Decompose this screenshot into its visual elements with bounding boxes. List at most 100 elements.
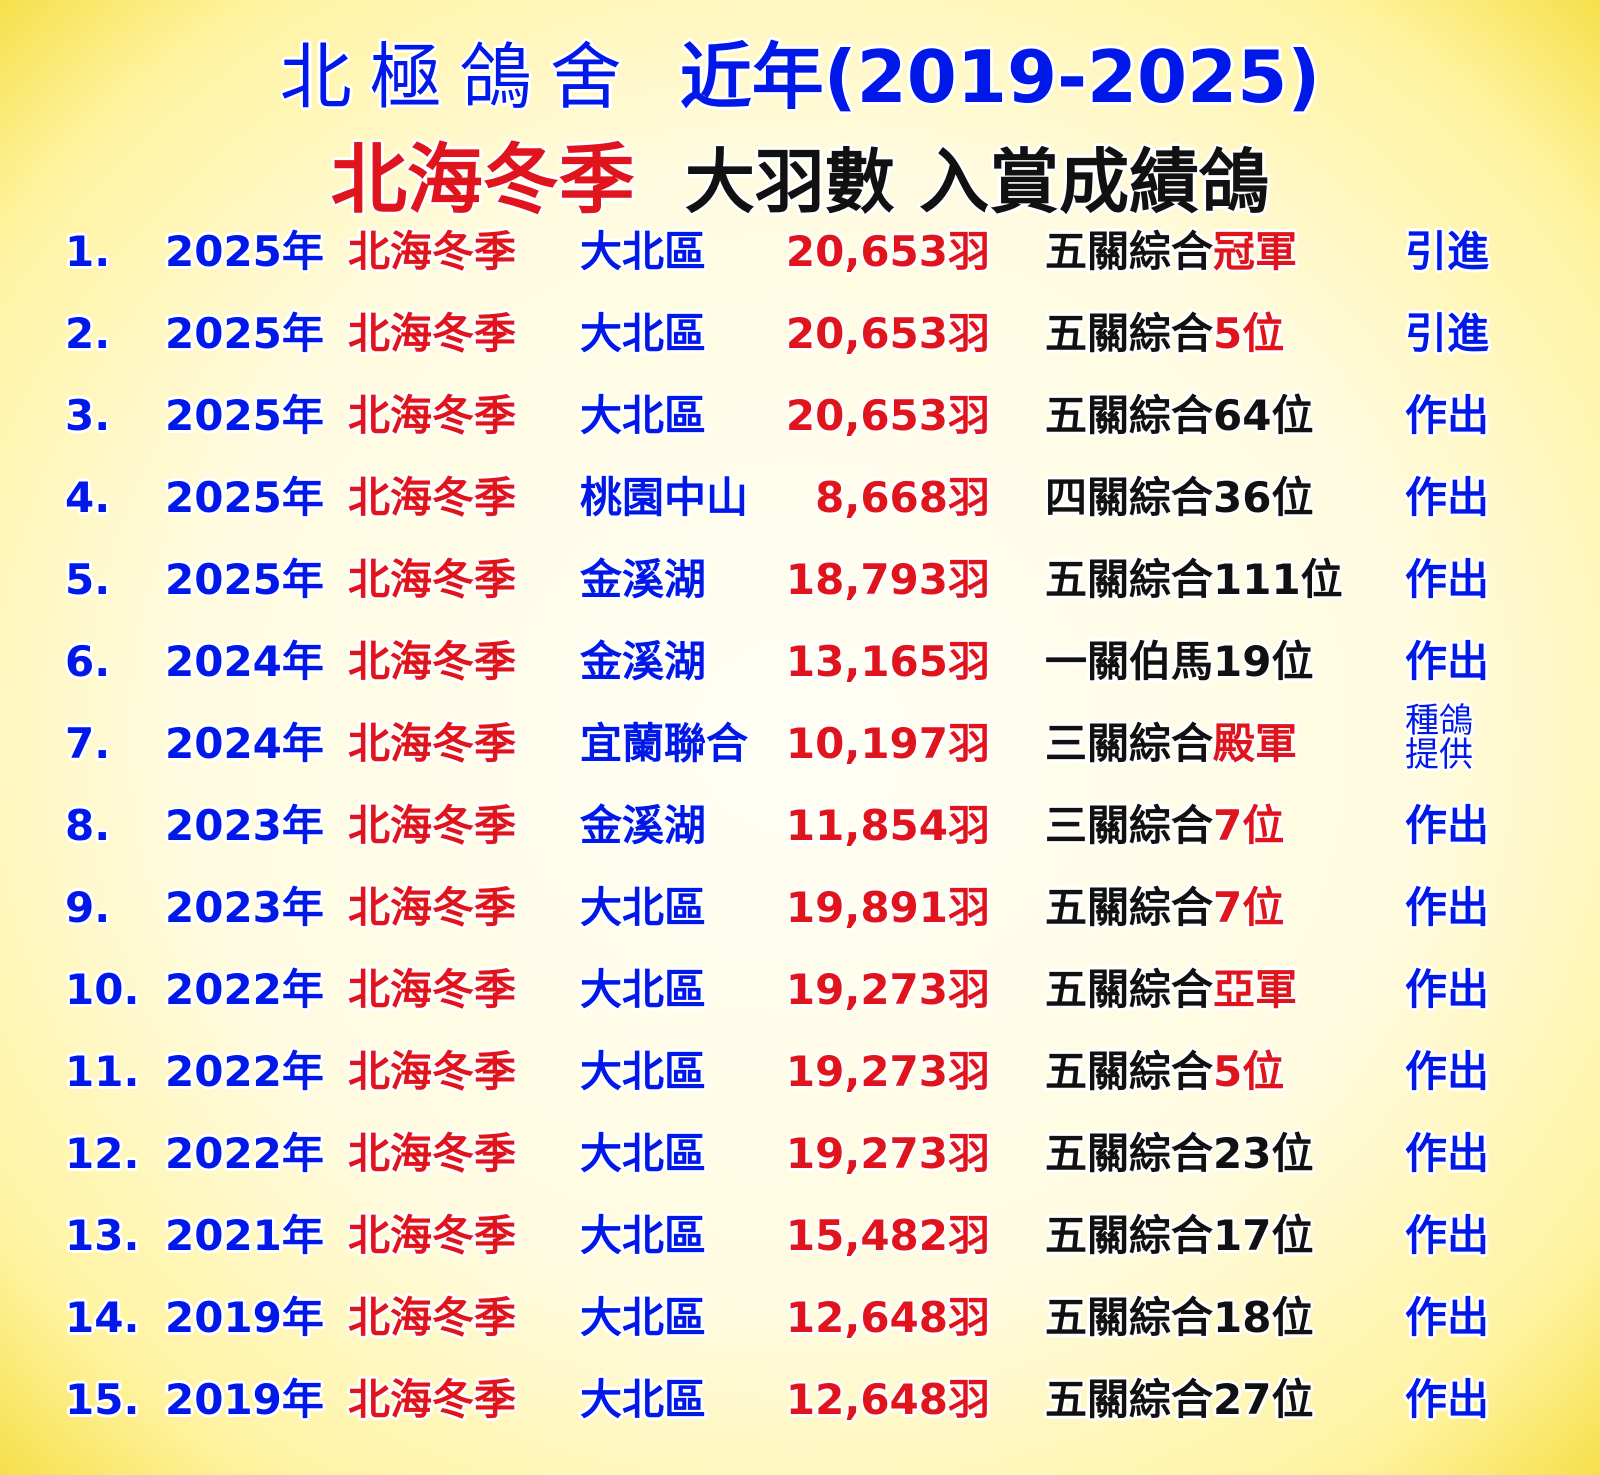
table-row: 11. 2022年 北海冬季 大北區 19,273羽 五關綜合5位 作出 xyxy=(0,1042,1600,1102)
cell-action: 作出 xyxy=(1405,1211,1490,1260)
cell-event: 北海冬季 xyxy=(348,1375,517,1424)
result-text: 三關綜合 xyxy=(1045,719,1214,768)
cell-year: 2022年 xyxy=(165,1129,324,1178)
cell-result: 五關綜合5位 xyxy=(1045,1042,1284,1102)
cell-num: 9. xyxy=(65,883,111,932)
cell-result: 五關綜合亞軍 xyxy=(1045,960,1297,1020)
cell-event: 北海冬季 xyxy=(348,1293,517,1342)
cell-num: 10. xyxy=(65,965,140,1014)
cell-result: 四關綜合36位 xyxy=(1045,468,1313,528)
cell-result: 五關綜合18位 xyxy=(1045,1288,1313,1348)
cell-region: 金溪湖 xyxy=(580,637,707,686)
result-text: 五關綜合64位 xyxy=(1045,391,1314,440)
table-row: 1. 2025年 北海冬季 大北區 20,653羽 五關綜合冠軍 引進 xyxy=(0,222,1600,282)
table-row: 8. 2023年 北海冬季 金溪湖 11,854羽 三關綜合7位 作出 xyxy=(0,796,1600,856)
cell-region: 金溪湖 xyxy=(580,555,707,604)
cell-count: 18,793羽 xyxy=(785,555,990,604)
cell-event: 北海冬季 xyxy=(348,883,517,932)
cell-count: 19,273羽 xyxy=(785,1047,990,1096)
result-text: 五關綜合17位 xyxy=(1045,1211,1314,1260)
loft-name: 北極鴿舍 xyxy=(279,35,640,119)
result-highlight: 7位 xyxy=(1213,801,1285,850)
cell-result: 五關綜合64位 xyxy=(1045,386,1313,446)
cell-num: 1. xyxy=(65,227,111,276)
cell-result: 五關綜合27位 xyxy=(1045,1370,1313,1430)
result-text: 三關綜合 xyxy=(1045,801,1214,850)
cell-result: 三關綜合7位 xyxy=(1045,796,1284,856)
cell-count: 12,648羽 xyxy=(785,1375,990,1424)
table-row: 9. 2023年 北海冬季 大北區 19,891羽 五關綜合7位 作出 xyxy=(0,878,1600,938)
cell-num: 11. xyxy=(65,1047,140,1096)
result-text: 五關綜合 xyxy=(1045,227,1214,276)
table-row: 15. 2019年 北海冬季 大北區 12,648羽 五關綜合27位 作出 xyxy=(0,1370,1600,1430)
cell-count: 19,273羽 xyxy=(785,965,990,1014)
table-row: 14. 2019年 北海冬季 大北區 12,648羽 五關綜合18位 作出 xyxy=(0,1288,1600,1348)
result-text: 四關綜合36位 xyxy=(1045,473,1314,522)
cell-region: 大北區 xyxy=(580,883,707,932)
cell-year: 2021年 xyxy=(165,1211,324,1260)
table-row: 5. 2025年 北海冬季 金溪湖 18,793羽 五關綜合111位 作出 xyxy=(0,550,1600,610)
cell-year: 2019年 xyxy=(165,1293,324,1342)
result-highlight: 5位 xyxy=(1213,309,1285,358)
cell-result: 五關綜合5位 xyxy=(1045,304,1284,364)
cell-num: 2. xyxy=(65,309,111,358)
table-row: 12. 2022年 北海冬季 大北區 19,273羽 五關綜合23位 作出 xyxy=(0,1124,1600,1184)
result-text: 五關綜合 xyxy=(1045,883,1214,932)
cell-result: 五關綜合23位 xyxy=(1045,1124,1313,1184)
cell-region: 大北區 xyxy=(580,391,707,440)
cell-count: 12,648羽 xyxy=(785,1293,990,1342)
cell-num: 6. xyxy=(65,637,111,686)
cell-year: 2024年 xyxy=(165,719,324,768)
cell-event: 北海冬季 xyxy=(348,719,517,768)
cell-event: 北海冬季 xyxy=(348,637,517,686)
cell-year: 2023年 xyxy=(165,883,324,932)
title-line-2: 北海冬季 大羽數 入賞成績鴿 xyxy=(0,118,1600,228)
cell-action: 作出 xyxy=(1405,1129,1490,1178)
cell-count: 11,854羽 xyxy=(785,801,990,850)
cell-action: 作出 xyxy=(1405,883,1490,932)
cell-count: 19,273羽 xyxy=(785,1129,990,1178)
table-row: 7. 2024年 北海冬季 宜蘭聯合 10,197羽 三關綜合殿軍 種鴿提供 xyxy=(0,704,1600,774)
cell-num: 15. xyxy=(65,1375,140,1424)
cell-num: 3. xyxy=(65,391,111,440)
cell-count: 20,653羽 xyxy=(785,227,990,276)
cell-action: 引進 xyxy=(1405,227,1490,276)
table-row: 4. 2025年 北海冬季 桃園中山 8,668羽 四關綜合36位 作出 xyxy=(0,468,1600,528)
result-text: 一關伯馬19位 xyxy=(1045,637,1314,686)
cell-region: 大北區 xyxy=(580,1047,707,1096)
result-text: 五關綜合27位 xyxy=(1045,1375,1314,1424)
cell-action: 作出 xyxy=(1405,555,1490,604)
result-highlight: 冠軍 xyxy=(1213,227,1298,276)
cell-action: 作出 xyxy=(1405,1375,1490,1424)
result-text: 五關綜合 xyxy=(1045,1047,1214,1096)
cell-region: 大北區 xyxy=(580,309,707,358)
cell-num: 14. xyxy=(65,1293,140,1342)
cell-count: 13,165羽 xyxy=(785,637,990,686)
cell-event: 北海冬季 xyxy=(348,473,517,522)
cell-region: 大北區 xyxy=(580,1293,707,1342)
table-row: 6. 2024年 北海冬季 金溪湖 13,165羽 一關伯馬19位 作出 xyxy=(0,632,1600,692)
cell-region: 大北區 xyxy=(580,1211,707,1260)
cell-year: 2025年 xyxy=(165,391,324,440)
cell-event: 北海冬季 xyxy=(348,1129,517,1178)
cell-region: 大北區 xyxy=(580,227,707,276)
cell-region: 大北區 xyxy=(580,1129,707,1178)
cell-result: 五關綜合7位 xyxy=(1045,878,1284,938)
cell-year: 2025年 xyxy=(165,227,324,276)
cell-event: 北海冬季 xyxy=(348,801,517,850)
result-highlight: 亞軍 xyxy=(1213,965,1298,1014)
result-text: 五關綜合18位 xyxy=(1045,1293,1314,1342)
cell-year: 2025年 xyxy=(165,473,324,522)
result-highlight: 殿軍 xyxy=(1213,719,1298,768)
table-row: 10. 2022年 北海冬季 大北區 19,273羽 五關綜合亞軍 作出 xyxy=(0,960,1600,1020)
cell-result: 五關綜合17位 xyxy=(1045,1206,1313,1266)
cell-action: 作出 xyxy=(1405,1293,1490,1342)
cell-count: 15,482羽 xyxy=(785,1211,990,1260)
cell-num: 13. xyxy=(65,1211,140,1260)
table-row: 2. 2025年 北海冬季 大北區 20,653羽 五關綜合5位 引進 xyxy=(0,304,1600,364)
result-text: 五關綜合111位 xyxy=(1045,555,1343,604)
result-highlight: 7位 xyxy=(1213,883,1285,932)
cell-num: 5. xyxy=(65,555,111,604)
result-text: 五關綜合 xyxy=(1045,309,1214,358)
cell-year: 2019年 xyxy=(165,1375,324,1424)
